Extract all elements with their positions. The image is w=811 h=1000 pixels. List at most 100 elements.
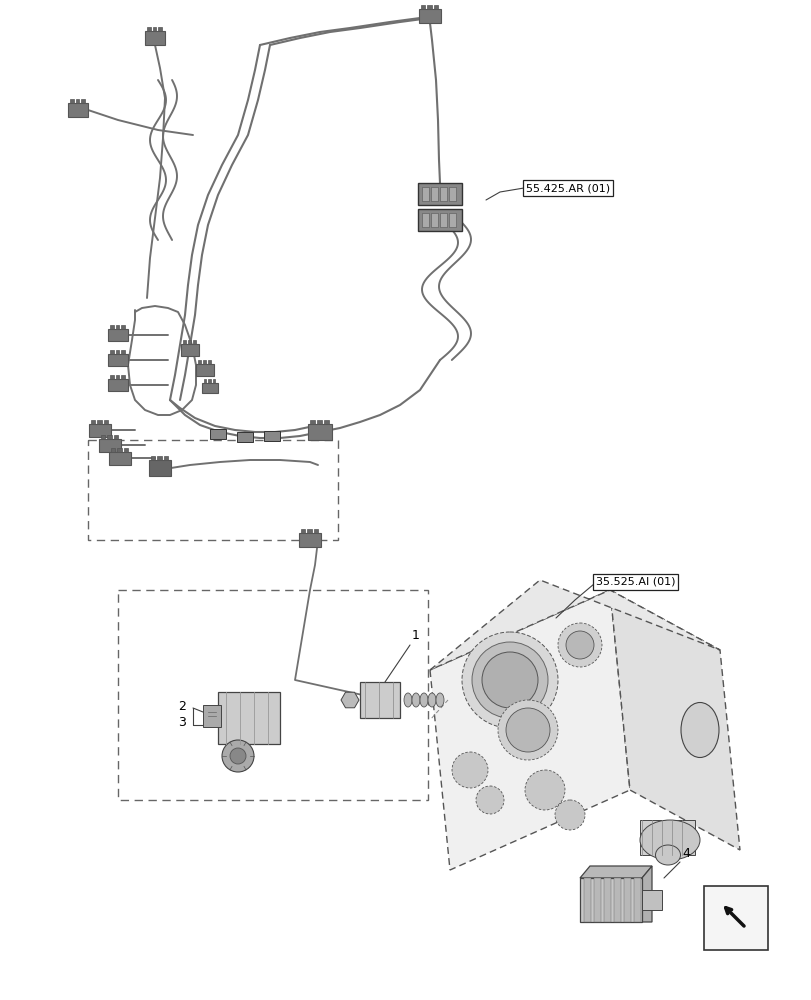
Ellipse shape (411, 693, 419, 707)
Text: 1: 1 (411, 629, 419, 642)
Bar (579, 878, 642, 922)
Bar (195, 364, 214, 376)
Bar (204, 379, 206, 383)
Bar (118, 590, 427, 800)
Circle shape (461, 632, 557, 728)
Bar (448, 187, 456, 201)
Bar (307, 424, 332, 440)
Bar (210, 429, 225, 439)
Circle shape (565, 631, 594, 659)
Bar (115, 375, 119, 379)
Bar (603, 878, 610, 922)
Bar (440, 187, 446, 201)
Bar (115, 325, 119, 329)
Bar (101, 434, 105, 438)
Circle shape (230, 748, 246, 764)
Bar (418, 209, 461, 231)
Bar (152, 27, 157, 31)
Bar (111, 448, 115, 452)
Bar (68, 103, 88, 117)
Bar (208, 379, 210, 383)
Ellipse shape (427, 693, 436, 707)
Circle shape (482, 652, 538, 708)
Bar (324, 420, 328, 424)
Bar (88, 440, 337, 540)
Bar (418, 183, 461, 205)
Text: 35.525.AI (01): 35.525.AI (01) (595, 577, 675, 587)
Bar (107, 434, 112, 438)
Bar (420, 5, 425, 9)
Ellipse shape (654, 845, 680, 865)
Bar (108, 329, 128, 341)
Bar (99, 438, 121, 452)
Circle shape (557, 623, 601, 667)
Bar (431, 187, 437, 201)
Bar (440, 213, 446, 227)
Bar (448, 213, 456, 227)
Bar (108, 379, 128, 391)
Text: 55.425.AR (01): 55.425.AR (01) (526, 183, 609, 193)
Bar (151, 456, 155, 460)
Bar (193, 340, 195, 344)
Bar (433, 5, 437, 9)
Circle shape (505, 708, 549, 752)
Bar (313, 529, 318, 533)
Bar (114, 434, 118, 438)
Circle shape (525, 770, 564, 810)
Bar (359, 682, 400, 718)
Bar (121, 350, 125, 354)
Circle shape (471, 642, 547, 718)
Bar (109, 375, 114, 379)
Bar (145, 31, 165, 45)
Text: 3: 3 (178, 716, 186, 730)
Bar (422, 213, 428, 227)
Bar (237, 432, 253, 442)
Bar (613, 878, 620, 922)
Bar (121, 325, 125, 329)
Bar (418, 9, 440, 23)
Polygon shape (642, 866, 651, 922)
Circle shape (475, 786, 504, 814)
Bar (431, 213, 437, 227)
Polygon shape (430, 580, 719, 670)
Bar (158, 27, 162, 31)
Ellipse shape (680, 702, 718, 758)
Bar (198, 360, 201, 364)
Polygon shape (430, 590, 629, 870)
Bar (121, 375, 125, 379)
Bar (123, 448, 128, 452)
Bar (316, 420, 322, 424)
Polygon shape (609, 590, 739, 850)
Bar (298, 533, 320, 547)
Bar (188, 340, 191, 344)
Bar (642, 890, 661, 910)
Bar (202, 383, 217, 393)
Bar (109, 350, 114, 354)
Bar (109, 325, 114, 329)
Bar (310, 420, 315, 424)
Bar (427, 5, 431, 9)
Bar (623, 878, 630, 922)
Bar (208, 360, 211, 364)
Bar (182, 340, 186, 344)
Circle shape (221, 740, 254, 772)
Bar (148, 460, 171, 476)
Bar (157, 456, 161, 460)
Bar (307, 529, 311, 533)
Bar (217, 692, 280, 744)
Bar (97, 420, 101, 424)
Bar (181, 344, 199, 356)
Bar (117, 448, 122, 452)
Bar (301, 529, 305, 533)
Bar (703, 886, 767, 950)
Bar (147, 27, 151, 31)
Bar (583, 878, 590, 922)
Circle shape (497, 700, 557, 760)
Ellipse shape (404, 693, 411, 707)
Text: 2: 2 (178, 700, 186, 712)
Bar (203, 360, 206, 364)
Polygon shape (341, 692, 358, 708)
Bar (633, 878, 640, 922)
Bar (212, 379, 215, 383)
Circle shape (554, 800, 584, 830)
